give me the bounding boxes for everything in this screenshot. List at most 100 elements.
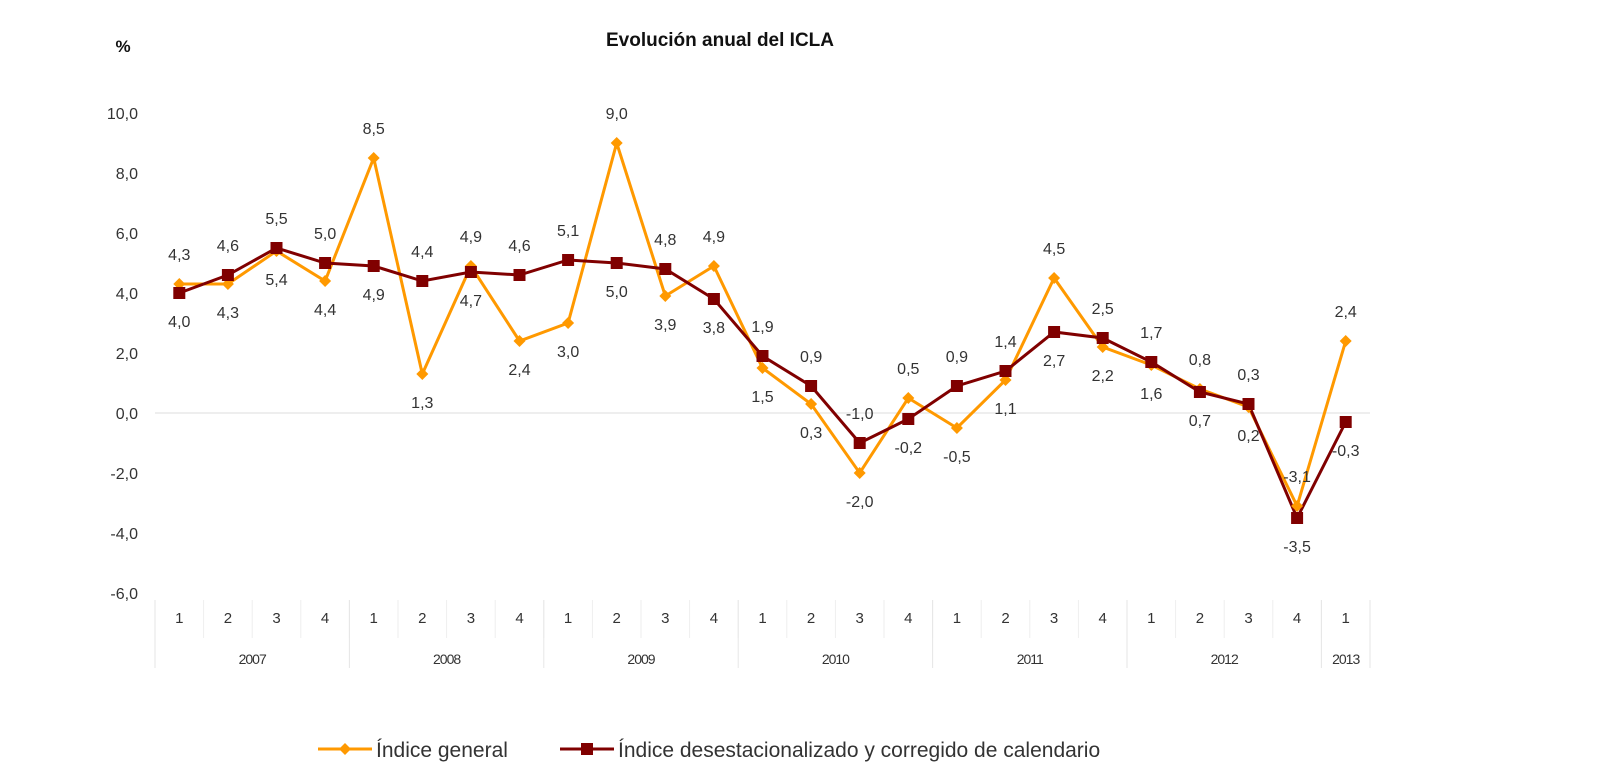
- data-point-adjusted: [950, 380, 963, 392]
- x-tick-label: 1: [953, 610, 961, 627]
- year-label: 2008: [433, 651, 461, 667]
- data-point-adjusted: [999, 365, 1012, 377]
- y-tick-label: 10,0: [107, 106, 138, 123]
- x-tick-label: 2: [613, 610, 621, 627]
- data-label: 2,4: [1335, 304, 1357, 321]
- legend-marker-general: [339, 743, 351, 755]
- data-label: 1,1: [994, 401, 1016, 418]
- data-point-adjusted: [221, 269, 234, 281]
- data-point-general: [1048, 272, 1061, 284]
- data-label: 0,2: [1237, 428, 1259, 445]
- data-label: 0,8: [1189, 352, 1211, 369]
- x-tick-label: 2: [1001, 610, 1009, 627]
- data-label: 4,6: [217, 238, 239, 255]
- x-tick-label: 2: [418, 610, 426, 627]
- x-tick-label: 4: [321, 610, 329, 627]
- data-label: 4,9: [703, 229, 725, 246]
- data-label: -0,5: [943, 449, 971, 466]
- data-point-adjusted: [367, 260, 380, 272]
- y-tick-label: -4,0: [110, 526, 138, 543]
- data-point-general: [513, 335, 526, 347]
- data-point-general: [902, 392, 915, 404]
- data-label: 9,0: [606, 106, 628, 123]
- x-tick-label: 4: [1293, 610, 1301, 627]
- data-label: 4,6: [508, 238, 530, 255]
- chart-title: Evolución anual del ICLA: [606, 30, 834, 51]
- data-point-adjusted: [659, 263, 672, 275]
- data-point-general: [1339, 335, 1352, 347]
- x-tick-label: 2: [1196, 610, 1204, 627]
- data-label: 4,3: [217, 305, 239, 322]
- data-label: -3,5: [1283, 539, 1311, 556]
- data-label: 5,0: [606, 284, 628, 301]
- year-label: 2009: [627, 651, 655, 667]
- data-point-general: [950, 422, 963, 434]
- data-label: 0,3: [1237, 367, 1259, 384]
- data-label: 4,9: [460, 229, 482, 246]
- data-point-general: [416, 368, 429, 380]
- data-point-general: [319, 275, 332, 287]
- data-label: 0,3: [800, 425, 822, 442]
- data-point-adjusted: [173, 287, 186, 299]
- data-label: 5,0: [314, 226, 336, 243]
- y-tick-label: 8,0: [116, 166, 138, 183]
- y-tick-label: -2,0: [110, 466, 138, 483]
- x-tick-label: 1: [1147, 610, 1155, 627]
- data-label: -1,0: [846, 406, 874, 423]
- data-label: 4,4: [411, 244, 433, 261]
- year-label: 2011: [1017, 651, 1044, 667]
- y-tick-label: 2,0: [116, 346, 138, 363]
- data-label: 3,0: [557, 344, 579, 361]
- data-label: 4,3: [168, 247, 190, 264]
- data-label: 1,7: [1140, 325, 1162, 342]
- data-label: 4,8: [654, 232, 676, 249]
- legend-label-general: Índice general: [376, 739, 508, 762]
- year-label: 2007: [239, 651, 267, 667]
- data-point-adjusted: [1242, 398, 1255, 410]
- data-label: -0,3: [1332, 443, 1360, 460]
- year-label: 2010: [822, 651, 850, 667]
- data-point-adjusted: [805, 380, 818, 392]
- x-tick-label: 3: [661, 610, 669, 627]
- data-point-adjusted: [562, 254, 575, 266]
- data-label: 2,5: [1092, 301, 1114, 318]
- data-label: 3,9: [654, 317, 676, 334]
- data-point-adjusted: [1096, 332, 1109, 344]
- data-label: 5,4: [265, 272, 287, 289]
- data-label: 4,7: [460, 293, 482, 310]
- x-tick-label: 4: [1099, 610, 1107, 627]
- data-point-adjusted: [1339, 416, 1352, 428]
- x-tick-label: 3: [1244, 610, 1252, 627]
- data-point-adjusted: [319, 257, 332, 269]
- data-point-adjusted: [1048, 326, 1061, 338]
- data-point-general: [853, 467, 866, 479]
- y-tick-label: -6,0: [110, 586, 138, 603]
- y-tick-label: 0,0: [116, 406, 138, 423]
- data-point-general: [805, 398, 818, 410]
- y-tick-label: 4,0: [116, 286, 138, 303]
- x-tick-label: 3: [1050, 610, 1058, 627]
- y-tick-label: 6,0: [116, 226, 138, 243]
- data-point-adjusted: [513, 269, 526, 281]
- data-label: 0,9: [800, 349, 822, 366]
- data-label: -0,2: [895, 440, 923, 457]
- data-point-adjusted: [1291, 512, 1304, 524]
- x-tick-label: 1: [370, 610, 378, 627]
- data-label: 0,9: [946, 349, 968, 366]
- legend-label-adjusted: Índice desestacionalizado y corregido de…: [618, 739, 1100, 762]
- data-label: 1,3: [411, 395, 433, 412]
- legend-marker-adjusted: [581, 743, 593, 755]
- data-point-general: [367, 152, 380, 164]
- x-tick-label: 2: [807, 610, 815, 627]
- data-point-general: [610, 137, 623, 149]
- x-tick-label: 4: [904, 610, 912, 627]
- data-point-adjusted: [416, 275, 429, 287]
- data-label: 2,4: [508, 362, 530, 379]
- data-label: 0,7: [1189, 413, 1211, 430]
- data-label: 0,5: [897, 361, 919, 378]
- data-label: 5,5: [265, 211, 287, 228]
- data-point-adjusted: [707, 293, 720, 305]
- year-label: 2013: [1332, 651, 1360, 667]
- x-tick-label: 3: [467, 610, 475, 627]
